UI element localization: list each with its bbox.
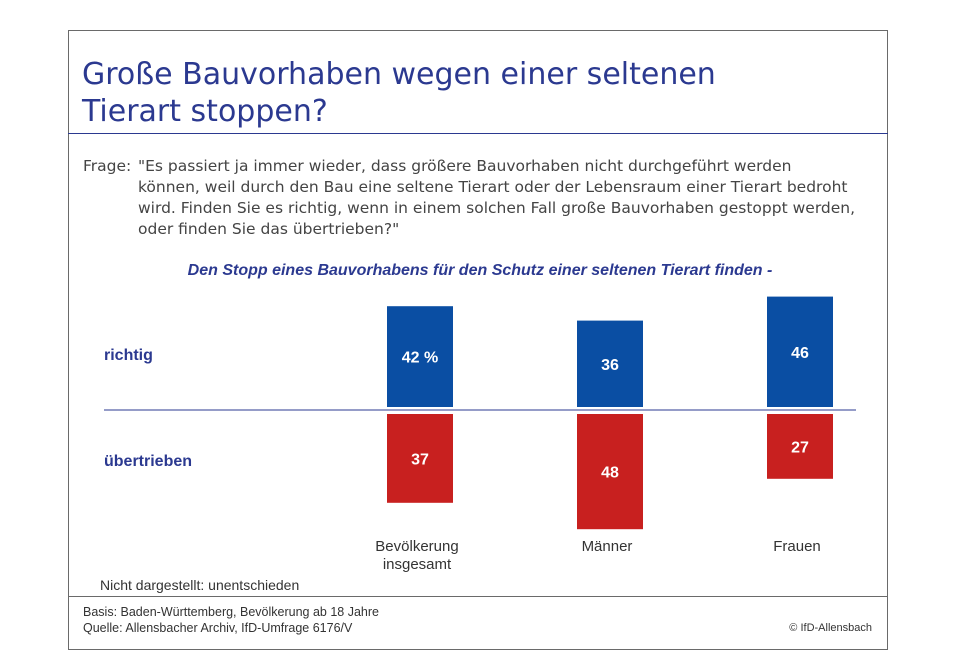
footnote: Nicht dargestellt: unentschieden — [100, 577, 300, 593]
category-label-2: Frauen — [773, 538, 821, 555]
data-label-uebertrieben-1: 48 — [601, 465, 619, 482]
data-label-richtig-1: 36 — [601, 357, 619, 374]
question-label: Frage: — [83, 157, 132, 175]
basis-text: Basis: Baden-Württemberg, Bevölkerung ab… — [83, 605, 379, 619]
bar-richtig-1 — [577, 320, 643, 407]
data-label-uebertrieben-0: 37 — [411, 451, 429, 468]
bar-richtig-2 — [767, 296, 833, 407]
category-label-1: Männer — [582, 538, 633, 555]
series-label-uebertrieben: übertrieben — [104, 453, 192, 470]
bar-uebertrieben-0 — [387, 414, 453, 503]
bar-uebertrieben-1 — [577, 414, 643, 530]
page-title: Große Bauvorhaben wegen einer seltenen T… — [82, 56, 802, 130]
category-label-0-line-1: insgesamt — [383, 556, 452, 573]
source-text: Quelle: Allensbacher Archiv, IfD-Umfrage… — [83, 621, 353, 635]
bar-uebertrieben-2 — [767, 414, 833, 479]
category-label-0-line-0: Bevölkerung — [375, 538, 458, 555]
title-line-2: Tierart stoppen? — [82, 94, 328, 129]
series-label-richtig: richtig — [104, 347, 153, 364]
data-label-uebertrieben-2: 27 — [791, 439, 809, 456]
data-label-richtig-2: 46 — [791, 345, 809, 362]
question-text: "Es passiert ja immer wieder, dass größe… — [138, 157, 856, 238]
chart-title: Den Stopp eines Bauvorhabens für den Sch… — [187, 262, 773, 279]
footer-divider — [68, 596, 888, 597]
bar-richtig-0 — [387, 306, 453, 407]
footer-basis: Basis: Baden-Württemberg, Bevölkerung ab… — [83, 604, 379, 636]
data-label-richtig-0: 42 % — [402, 350, 438, 367]
title-divider — [68, 133, 888, 134]
copyright: © IfD-Allensbach — [789, 622, 872, 634]
title-line-1: Große Bauvorhaben wegen einer seltenen — [82, 57, 716, 92]
